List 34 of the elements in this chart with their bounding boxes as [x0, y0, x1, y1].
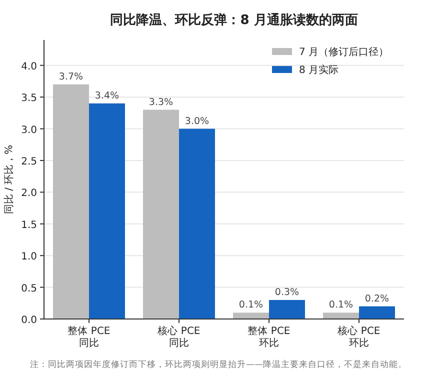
data-label: 0.1%	[328, 300, 354, 311]
y-tick-label: 4.0	[21, 61, 37, 72]
bar	[269, 300, 305, 319]
y-tick-label: 1.0	[21, 252, 37, 263]
bar	[89, 103, 125, 319]
bar	[359, 306, 395, 319]
data-label: 0.3%	[274, 286, 300, 298]
x-tick-label: 整体 PCE 同比	[68, 325, 110, 349]
y-axis-title: 同比 / 环比，%	[3, 144, 15, 214]
data-label: 3.4%	[94, 90, 120, 102]
data-label: 3.0%	[184, 116, 210, 127]
y-tick-label: 1.5	[21, 220, 37, 231]
x-tick-label: 核心 PCE 同比	[156, 325, 200, 349]
x-tick-label: 核心 PCE 环比	[336, 325, 380, 349]
data-label: 3.7%	[58, 71, 84, 82]
chart-title: 同比降温、环比反弹：8 月通胀读数的两面	[110, 12, 358, 28]
y-tick-label: 2.0	[21, 188, 37, 200]
y-tick-label: 3.5	[21, 93, 37, 104]
x-tick-label: 整体 PCE 环比	[248, 325, 290, 349]
text: 注：同比两项因年度修订而下移，环比两项则明显抬升——降温主要来自口径，不是来自动能。	[30, 359, 407, 370]
data-label: 3.3%	[148, 96, 174, 108]
bar	[179, 128, 215, 319]
legend-label: 8 月实际	[299, 64, 339, 76]
y-tick-label: 0.5	[21, 283, 37, 294]
bar	[233, 312, 269, 319]
y-tick-label: 2.5	[21, 156, 37, 168]
y-tick-label: 3.0	[21, 124, 37, 136]
data-label: 0.1%	[238, 300, 264, 311]
data-label: 0.2%	[364, 293, 390, 304]
y-tick-label: 0.0	[21, 315, 37, 326]
bar	[53, 84, 89, 319]
bar	[323, 312, 359, 319]
legend-label: 7 月（修订后口径）	[299, 46, 389, 58]
bar	[143, 110, 179, 319]
